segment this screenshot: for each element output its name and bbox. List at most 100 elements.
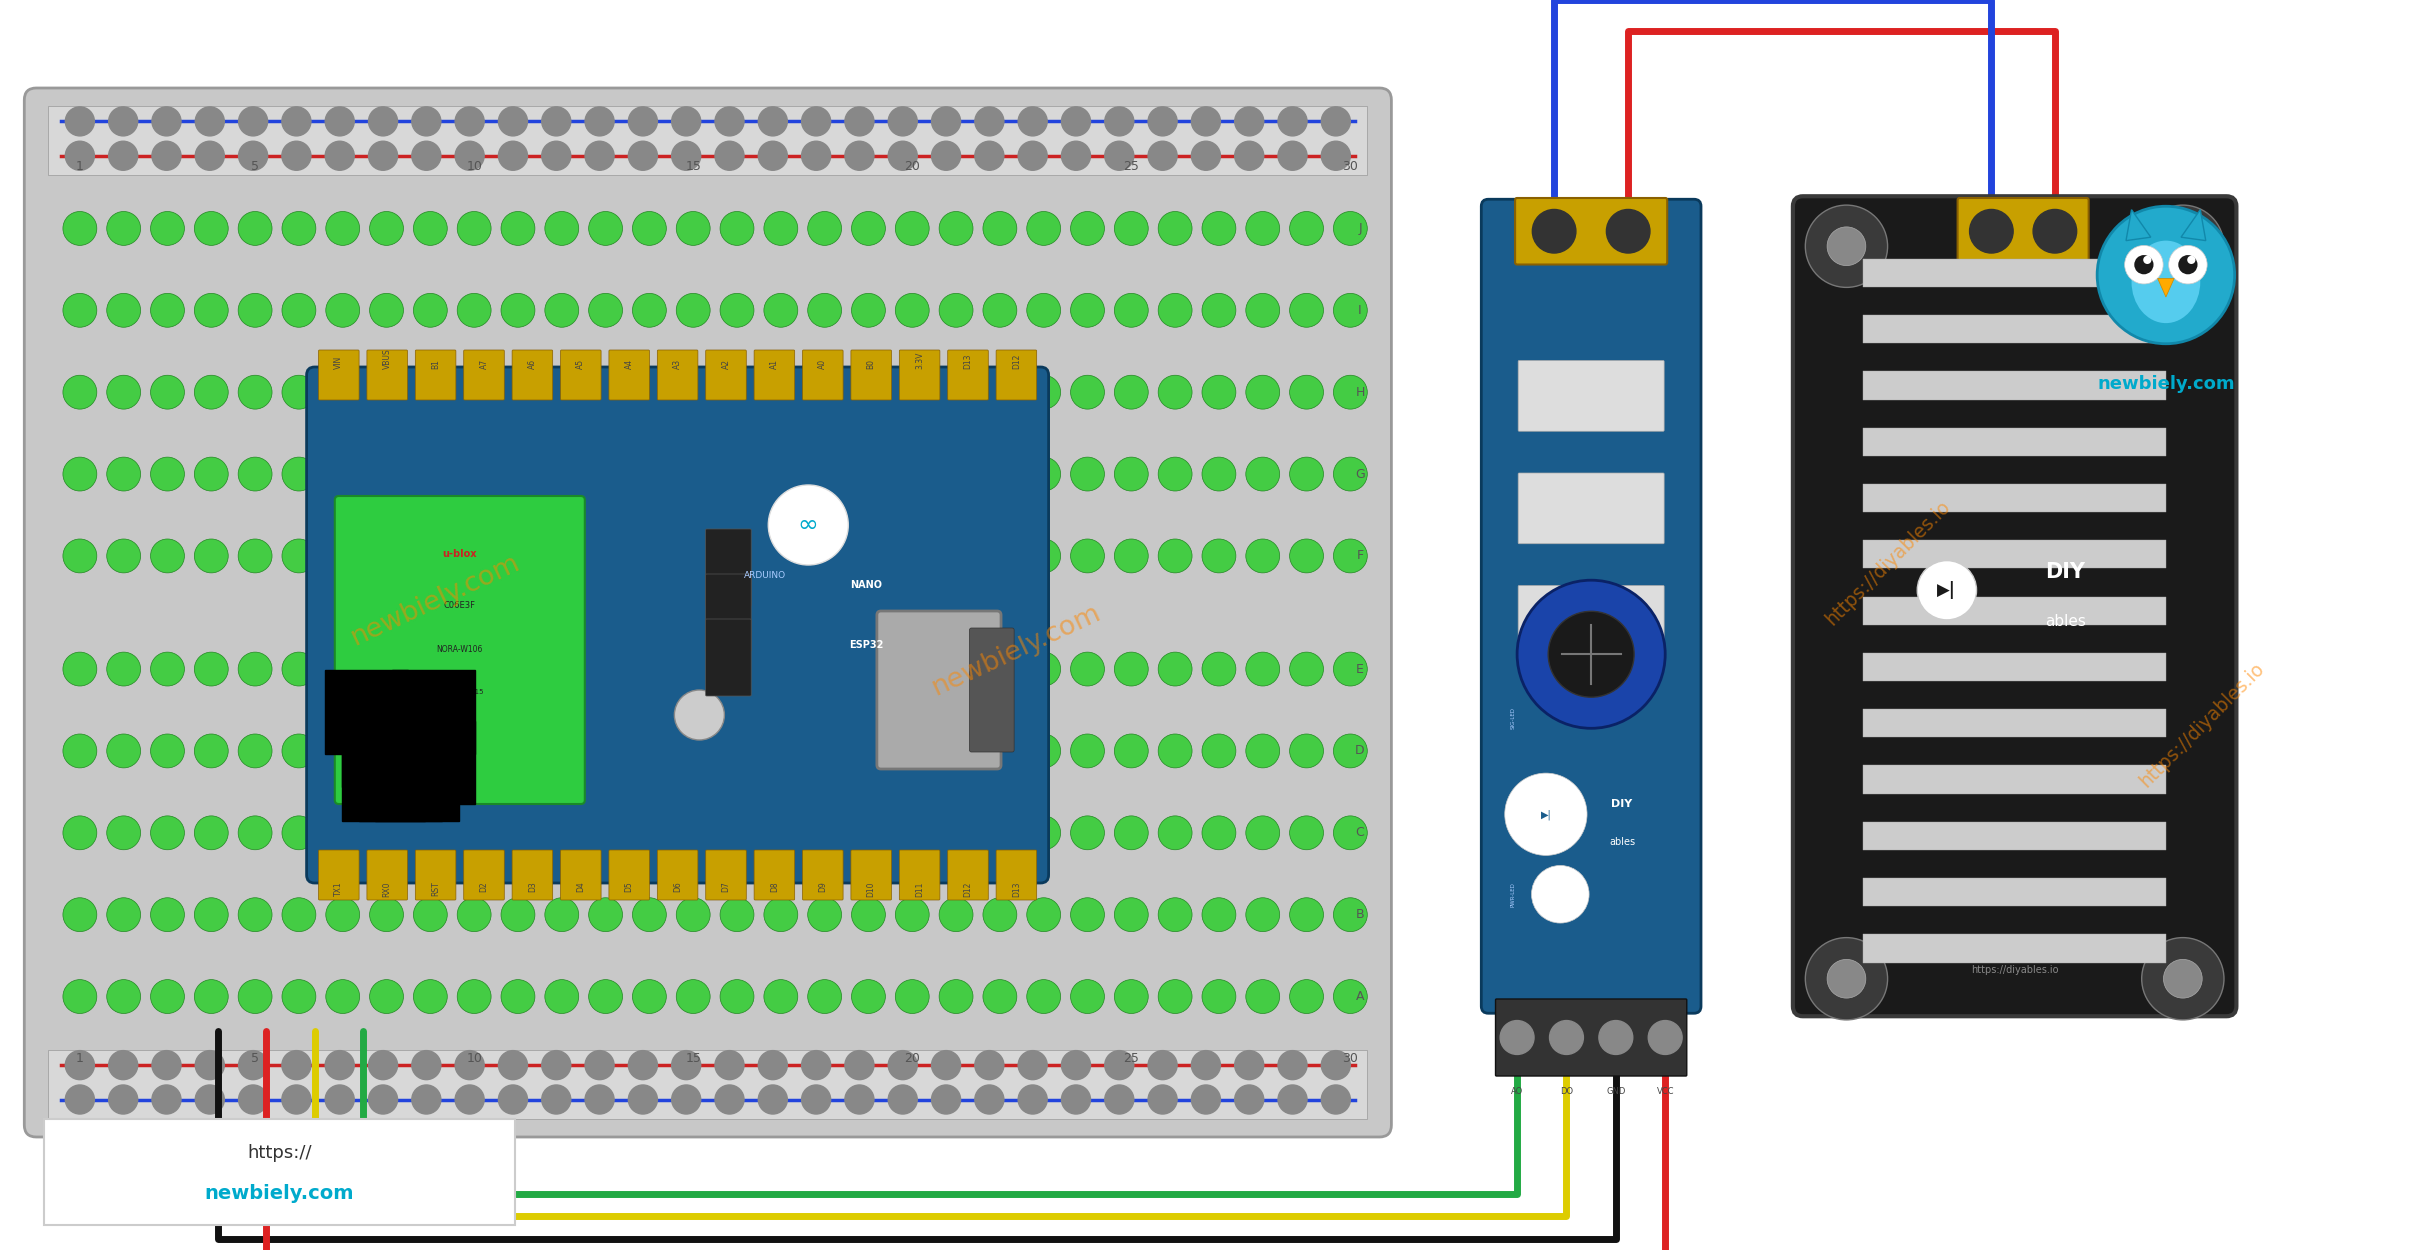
Bar (1863, 315, 2166, 344)
Circle shape (852, 375, 886, 409)
Circle shape (895, 652, 929, 686)
Circle shape (765, 816, 799, 850)
Circle shape (542, 141, 571, 170)
Circle shape (370, 211, 404, 245)
Circle shape (327, 458, 361, 491)
Circle shape (1290, 652, 1324, 686)
Circle shape (324, 141, 353, 170)
Circle shape (1246, 375, 1280, 409)
Circle shape (1203, 980, 1237, 1014)
Circle shape (106, 539, 140, 572)
Circle shape (1191, 141, 1220, 170)
Circle shape (852, 294, 886, 328)
Bar (1863, 878, 2166, 906)
Circle shape (499, 106, 528, 136)
Circle shape (1517, 580, 1665, 729)
Bar (48, 106, 1367, 175)
Circle shape (895, 458, 929, 491)
Ellipse shape (2132, 240, 2200, 322)
Bar (1863, 371, 2166, 400)
Circle shape (721, 458, 755, 491)
Circle shape (2098, 206, 2234, 344)
Text: A5: A5 (576, 359, 586, 369)
Circle shape (240, 1050, 269, 1080)
Circle shape (673, 141, 702, 170)
Text: 15: 15 (685, 1052, 702, 1065)
Circle shape (150, 211, 184, 245)
Circle shape (632, 816, 666, 850)
Circle shape (370, 652, 404, 686)
Circle shape (414, 898, 448, 931)
Circle shape (65, 106, 94, 136)
Circle shape (1070, 294, 1104, 328)
Circle shape (888, 141, 917, 170)
Circle shape (457, 652, 491, 686)
Circle shape (1070, 458, 1104, 491)
Circle shape (939, 458, 973, 491)
Circle shape (1159, 539, 1193, 572)
Circle shape (414, 458, 448, 491)
Circle shape (414, 652, 448, 686)
Circle shape (1203, 734, 1237, 768)
Circle shape (939, 816, 973, 850)
Circle shape (411, 1085, 440, 1114)
Circle shape (281, 106, 310, 136)
Circle shape (542, 1085, 571, 1114)
Circle shape (150, 980, 184, 1014)
Circle shape (808, 294, 842, 328)
Circle shape (1113, 294, 1147, 328)
FancyBboxPatch shape (707, 350, 745, 400)
Text: D7: D7 (721, 881, 731, 892)
Circle shape (983, 294, 1016, 328)
Circle shape (283, 652, 317, 686)
Circle shape (1070, 816, 1104, 850)
Circle shape (1246, 652, 1280, 686)
Circle shape (152, 106, 182, 136)
Circle shape (983, 539, 1016, 572)
Circle shape (414, 980, 448, 1014)
Text: D3: D3 (528, 881, 537, 892)
Circle shape (544, 898, 578, 931)
Circle shape (1805, 205, 1888, 288)
Circle shape (588, 734, 622, 768)
Circle shape (1290, 816, 1324, 850)
Text: 1: 1 (75, 160, 85, 172)
Circle shape (1290, 734, 1324, 768)
Circle shape (1532, 210, 1575, 252)
Circle shape (1019, 1050, 1048, 1080)
Text: A0: A0 (818, 359, 828, 369)
Circle shape (808, 652, 842, 686)
Bar (392, 721, 474, 804)
Circle shape (895, 211, 929, 245)
Circle shape (632, 375, 666, 409)
Circle shape (106, 980, 140, 1014)
Circle shape (632, 458, 666, 491)
Circle shape (1970, 210, 2013, 252)
FancyBboxPatch shape (658, 850, 697, 900)
Circle shape (327, 816, 361, 850)
Text: GND: GND (1607, 1088, 1626, 1096)
Circle shape (932, 1050, 961, 1080)
Circle shape (327, 652, 361, 686)
Text: PWR-LED: PWR-LED (1510, 881, 1515, 906)
Circle shape (1333, 211, 1367, 245)
Circle shape (1019, 1085, 1048, 1114)
Circle shape (801, 141, 830, 170)
Bar (48, 1050, 1367, 1119)
FancyBboxPatch shape (997, 850, 1036, 900)
Circle shape (588, 375, 622, 409)
Circle shape (721, 375, 755, 409)
Text: 15: 15 (685, 160, 702, 172)
Circle shape (588, 980, 622, 1014)
Circle shape (1203, 652, 1237, 686)
Circle shape (1321, 1050, 1350, 1080)
Bar (1863, 540, 2166, 569)
Text: A7: A7 (479, 359, 489, 369)
Text: D8: D8 (770, 881, 779, 892)
Circle shape (983, 816, 1016, 850)
Circle shape (501, 652, 535, 686)
Circle shape (196, 106, 225, 136)
Circle shape (106, 294, 140, 328)
Bar (392, 670, 474, 754)
Circle shape (501, 980, 535, 1014)
